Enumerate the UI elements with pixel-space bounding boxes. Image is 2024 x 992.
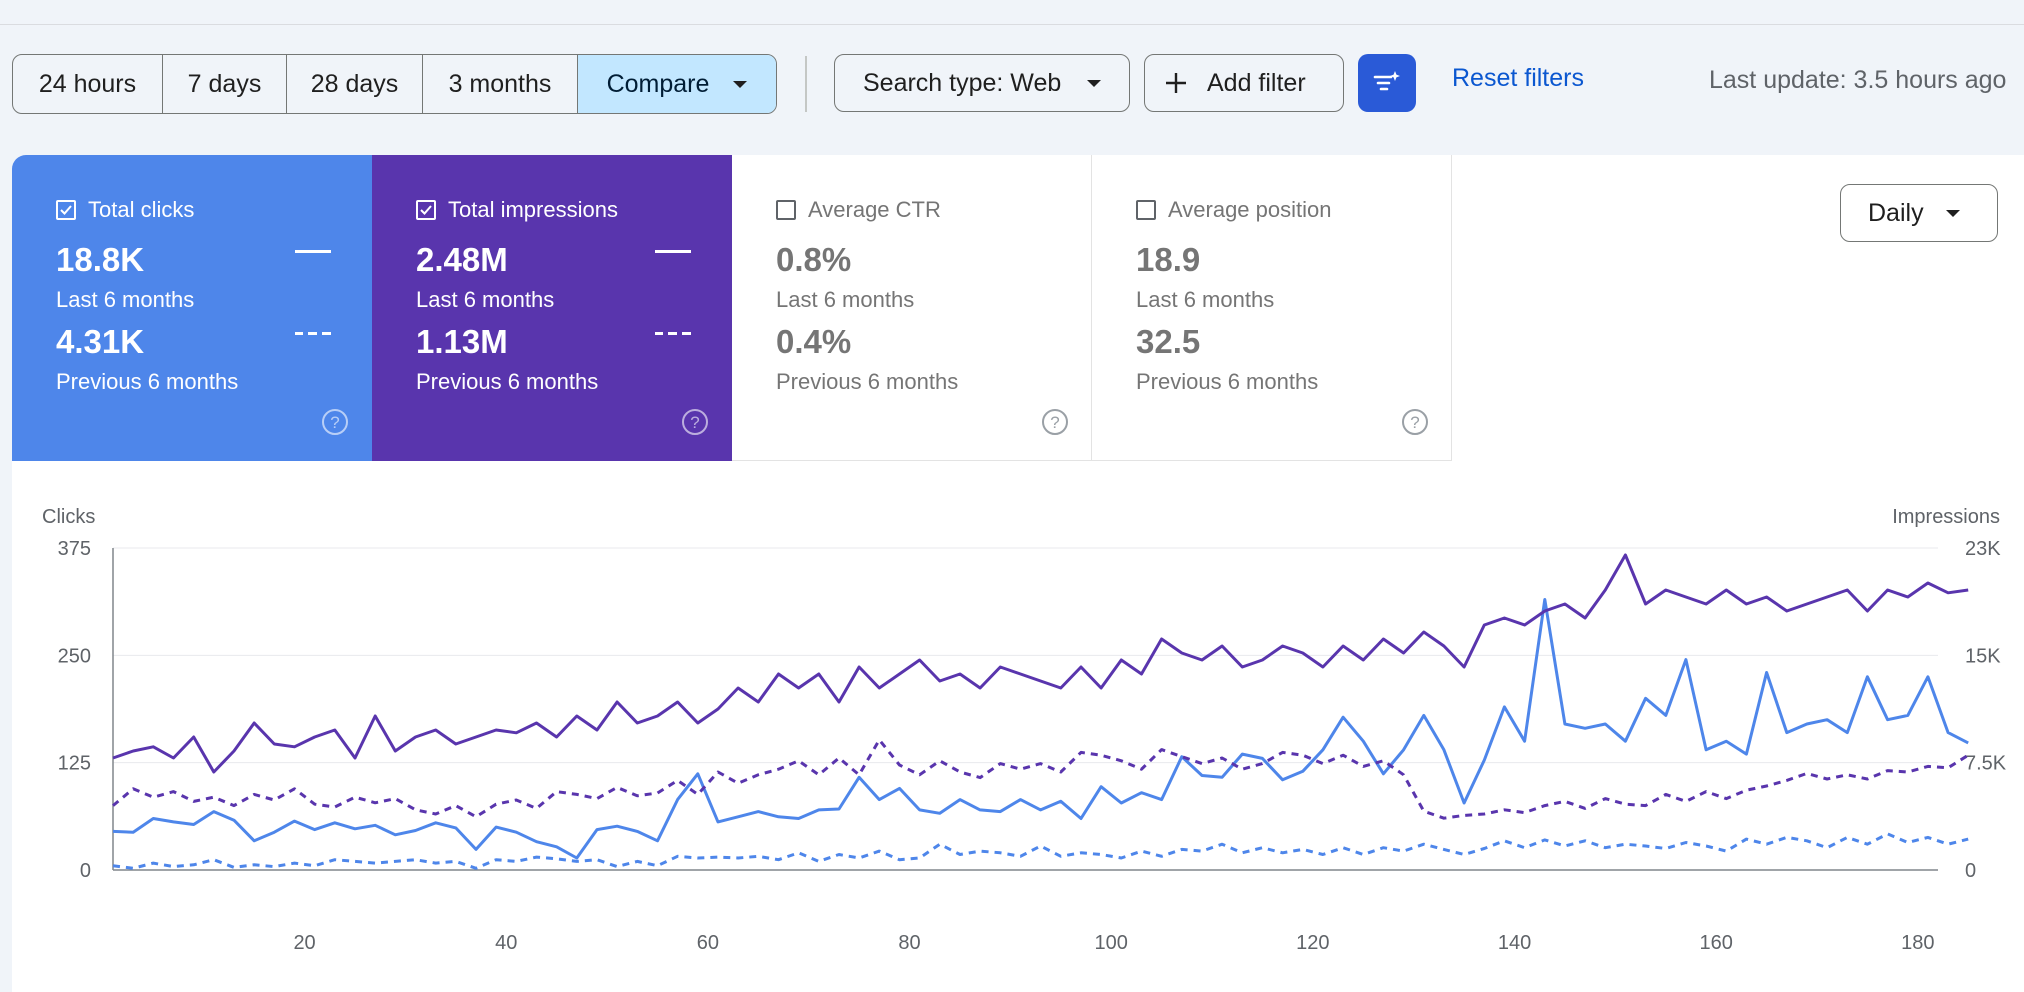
right-axis-ticks: 0 7.5K 15K 23K: [1965, 538, 2007, 882]
left-axis-ticks: 0 125 250 375: [58, 538, 91, 882]
compare-dropdown[interactable]: Compare: [578, 55, 776, 113]
metric-label: Average CTR: [808, 197, 941, 222]
help-icon[interactable]: ?: [321, 408, 349, 436]
metric-card-average-ctr[interactable]: Average CTR 0.8% Last 6 months 0.4% Prev…: [732, 155, 1092, 461]
right-tick-label: 0: [1965, 860, 1976, 882]
series-line-clicks_current: [112, 598, 1969, 860]
chevron-down-icon: [1087, 79, 1102, 87]
x-axis-ticks: 20 40 60 80 100 120 140 160 180: [293, 932, 1934, 954]
compare-label: Compare: [606, 69, 710, 98]
top-divider: [0, 24, 2024, 25]
x-tick-label: 60: [697, 932, 719, 954]
help-icon[interactable]: ?: [1041, 408, 1069, 436]
filter-sparkle-button[interactable]: [1358, 54, 1416, 112]
svg-text:?: ?: [330, 413, 339, 432]
svg-text:?: ?: [690, 413, 699, 432]
solid-line-legend-icon: [655, 250, 691, 253]
chevron-down-icon: [1945, 209, 1960, 217]
metric-previous-value: 4.31K: [56, 323, 145, 360]
toolbar-separator: [805, 56, 807, 112]
range-28-days[interactable]: 28 days: [287, 55, 423, 113]
dashed-line-legend-icon: [295, 332, 331, 335]
performance-panel: Total clicks 18.8K Last 6 months 4.31K P…: [12, 155, 2024, 992]
metric-previous-value: 0.4%: [776, 323, 852, 360]
svg-text:?: ?: [1050, 413, 1059, 432]
dashed-line-legend-icon: [655, 332, 691, 335]
metric-previous-period: Previous 6 months: [56, 369, 239, 394]
left-tick-label: 125: [58, 753, 91, 775]
metric-current-value: 18.8K: [56, 241, 145, 278]
right-axis-title: Impressions: [1892, 506, 2000, 528]
metric-current-period: Last 6 months: [56, 287, 195, 312]
metric-current-value: 0.8%: [776, 241, 852, 278]
granularity-dropdown[interactable]: Daily: [1840, 184, 1998, 242]
plus-icon: [1166, 73, 1186, 93]
help-icon[interactable]: ?: [681, 408, 709, 436]
chart-grid: [112, 547, 1938, 871]
checkbox-checked-icon[interactable]: [56, 200, 76, 220]
x-tick-label: 180: [1901, 932, 1934, 954]
metric-card-average-position[interactable]: Average position 18.9 Last 6 months 32.5…: [1092, 155, 1452, 461]
x-tick-label: 120: [1296, 932, 1329, 954]
left-tick-label: 0: [80, 860, 91, 882]
chart-series: [112, 553, 1969, 870]
right-tick-label: 7.5K: [1965, 753, 2007, 775]
metric-label: Total clicks: [88, 197, 195, 222]
metric-header: Total clicks: [56, 197, 194, 223]
add-filter-button[interactable]: Add filter: [1144, 54, 1344, 112]
metric-label: Average position: [1168, 197, 1332, 222]
metric-current-value: 18.9: [1136, 241, 1201, 278]
last-update-text: Last update: 3.5 hours ago: [1709, 66, 2007, 94]
search-type-label: Search type: Web: [863, 68, 1062, 97]
solid-line-legend-icon: [295, 250, 331, 253]
metric-current-period: Last 6 months: [416, 287, 555, 312]
metric-current-period: Last 6 months: [1136, 287, 1275, 312]
series-line-impressions_previous: [112, 738, 1969, 820]
metric-header: Average position: [1136, 197, 1332, 223]
metric-previous-period: Previous 6 months: [1136, 369, 1319, 394]
checkbox-unchecked-icon[interactable]: [776, 200, 796, 220]
left-tick-label: 375: [58, 538, 91, 560]
x-tick-label: 140: [1498, 932, 1531, 954]
metric-previous-value: 1.13M: [416, 323, 508, 360]
add-filter-label: Add filter: [1207, 68, 1306, 97]
left-tick-label: 250: [58, 645, 91, 667]
metric-header: Average CTR: [776, 197, 941, 223]
reset-filters-link[interactable]: Reset filters: [1452, 64, 1584, 92]
right-tick-label: 23K: [1965, 538, 2001, 560]
left-axis-title: Clicks: [42, 506, 95, 528]
x-tick-label: 80: [898, 932, 920, 954]
filter-sparkle-icon: [1373, 71, 1400, 91]
checkbox-unchecked-icon[interactable]: [1136, 200, 1156, 220]
series-line-clicks_previous: [112, 832, 1969, 870]
metric-label: Total impressions: [448, 197, 618, 222]
metric-header: Total impressions: [416, 197, 618, 223]
series-line-impressions_current: [112, 553, 1969, 774]
metric-card-total-impressions[interactable]: Total impressions 2.48M Last 6 months 1.…: [372, 155, 732, 461]
performance-chart: Clicks Impressions 0 125 250 375 0 7.5K 15K 23…: [42, 506, 2007, 954]
granularity-label: Daily: [1868, 198, 1924, 227]
metric-current-value: 2.48M: [416, 241, 508, 278]
metric-previous-period: Previous 6 months: [776, 369, 959, 394]
chevron-down-icon: [733, 80, 748, 88]
x-tick-label: 20: [293, 932, 315, 954]
x-tick-label: 160: [1699, 932, 1732, 954]
svg-text:?: ?: [1410, 413, 1419, 432]
range-3-months[interactable]: 3 months: [423, 55, 578, 113]
x-tick-label: 100: [1095, 932, 1128, 954]
range-7-days[interactable]: 7 days: [163, 55, 287, 113]
help-icon[interactable]: ?: [1401, 408, 1429, 436]
range-24-hours[interactable]: 24 hours: [13, 55, 163, 113]
date-range-selector: 24 hours 7 days 28 days 3 months Compare: [12, 54, 777, 114]
metric-current-period: Last 6 months: [776, 287, 915, 312]
checkbox-checked-icon[interactable]: [416, 200, 436, 220]
metric-card-total-clicks[interactable]: Total clicks 18.8K Last 6 months 4.31K P…: [12, 155, 372, 461]
right-tick-label: 15K: [1965, 645, 2001, 667]
metric-previous-value: 32.5: [1136, 323, 1201, 360]
x-tick-label: 40: [495, 932, 517, 954]
search-type-dropdown[interactable]: Search type: Web: [834, 54, 1130, 112]
metric-previous-period: Previous 6 months: [416, 369, 599, 394]
